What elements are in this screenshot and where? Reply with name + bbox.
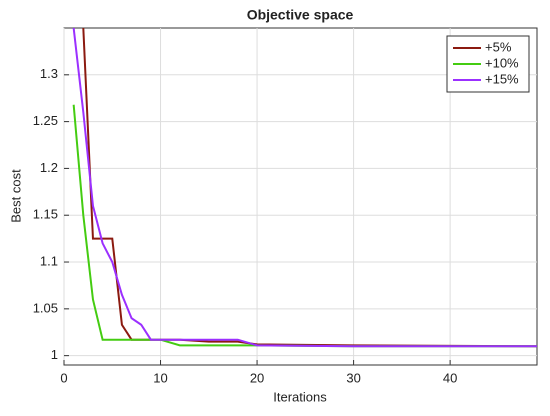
x-tick-label: 20 bbox=[250, 370, 264, 385]
y-tick-label: 1.15 bbox=[33, 207, 58, 222]
lines bbox=[72, 28, 537, 348]
y-tick-label: 1.2 bbox=[40, 160, 58, 175]
legend-label: +5% bbox=[485, 39, 512, 54]
y-tick-label: 1.3 bbox=[40, 66, 58, 81]
x-tick-label: 40 bbox=[443, 370, 457, 385]
y-tick-label: 1.25 bbox=[33, 113, 58, 128]
x-tick-label: 30 bbox=[346, 370, 360, 385]
x-tick-label: 0 bbox=[60, 370, 67, 385]
legend: +5%+10%+15% bbox=[446, 35, 530, 93]
x-tick-label: 10 bbox=[153, 370, 167, 385]
y-tick-label: 1.05 bbox=[33, 300, 58, 315]
legend-label: +15% bbox=[485, 71, 519, 86]
series-line bbox=[72, 28, 537, 348]
legend-label: +10% bbox=[485, 55, 519, 70]
series-line bbox=[72, 104, 537, 348]
y-tick-label: 1 bbox=[51, 347, 58, 362]
x-axis-label: Iterations bbox=[273, 389, 327, 404]
y-tick-label: 1.1 bbox=[40, 253, 58, 268]
chart-title: Objective space bbox=[247, 7, 354, 23]
y-axis-label: Best cost bbox=[8, 169, 23, 223]
